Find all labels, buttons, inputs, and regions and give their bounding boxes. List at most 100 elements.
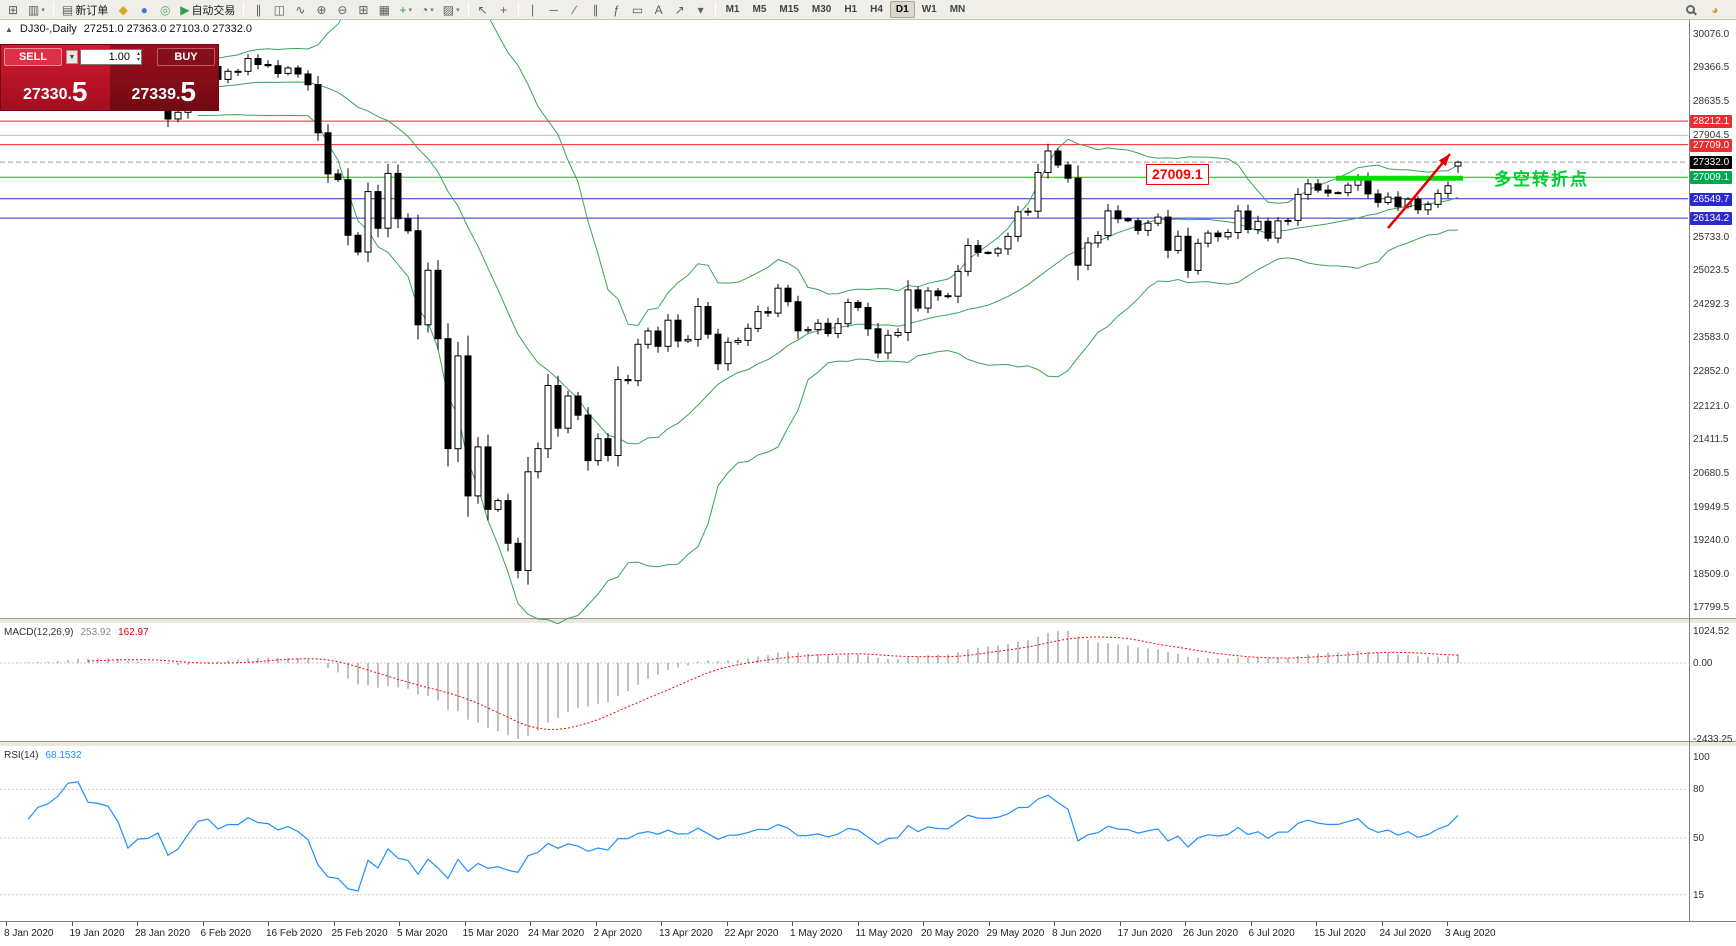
text-button[interactable]: A xyxy=(649,1,669,19)
zoom-in-button[interactable]: ⊕ xyxy=(311,1,331,19)
channel-button[interactable]: ∥ xyxy=(586,1,606,19)
timeframe-m15-button[interactable]: M15 xyxy=(779,4,799,15)
price-axis-label: 25023.5 xyxy=(1693,265,1730,277)
rsi-axis-label: 100 xyxy=(1693,752,1710,763)
autotrade-button[interactable]: ▶ 自动交易 xyxy=(176,1,239,19)
vertical-line-button[interactable]: ∣ xyxy=(523,1,543,19)
autotrade-icon: ▶ xyxy=(180,2,190,17)
price-axis[interactable]: 30076.0 29366.5 28635.5 28212.1 27904.5 27709… xyxy=(1690,0,1736,921)
auto-arrange-button[interactable]: ▦ xyxy=(374,1,394,19)
candle-body xyxy=(1184,235,1192,271)
zoom-out-button[interactable]: ⊖ xyxy=(332,1,352,19)
crosshair-button[interactable]: + xyxy=(494,1,514,19)
buy-button[interactable]: BUY xyxy=(157,48,215,66)
collapse-panel-icon[interactable]: ▲ xyxy=(5,25,13,34)
pane-separator[interactable] xyxy=(0,741,1736,747)
cursor-button[interactable]: ↖ xyxy=(473,1,493,19)
arrows-button[interactable]: ↗ xyxy=(670,1,690,19)
macd-name: MACD(12,26,9) xyxy=(4,627,74,638)
time-axis-label: 22 Apr 2020 xyxy=(724,928,779,939)
time-axis-label: 26 Jun 2020 xyxy=(1183,928,1239,939)
candle-body xyxy=(794,301,802,332)
timeframe-m1-button[interactable]: M1 xyxy=(725,4,740,15)
fibonacci-button[interactable]: ƒ xyxy=(607,1,627,19)
timeframe-m5-button[interactable]: M5 xyxy=(752,4,767,15)
candle-body xyxy=(844,301,852,325)
crosshair-icon: + xyxy=(500,2,508,17)
toolbar-right-group: ◕ xyxy=(1680,1,1733,19)
candle-body xyxy=(394,172,402,220)
candle-body xyxy=(894,332,902,336)
candle-body xyxy=(1094,235,1102,244)
time-axis-tick xyxy=(530,922,531,926)
volume-spinner[interactable]: ▴ ▾ xyxy=(137,51,140,63)
bollinger-lower-band xyxy=(197,114,1459,625)
templates-button[interactable]: ▨ ▾ xyxy=(439,1,464,19)
timeframe-mn-button[interactable]: MN xyxy=(949,4,966,15)
rally-arrow-line[interactable] xyxy=(1387,153,1451,229)
candlestick-chart-button[interactable]: ◫ xyxy=(269,1,289,19)
periods-button[interactable]: ◔ ▾ xyxy=(417,1,438,19)
profiles-icon: ▥ xyxy=(28,2,40,17)
price-axis-label: 18509.0 xyxy=(1693,569,1730,581)
candle-body xyxy=(314,84,322,134)
search-button[interactable] xyxy=(1680,1,1700,19)
timeframe-m30-button[interactable]: M30 xyxy=(811,4,832,15)
time-axis[interactable]: 8 Jan 2020 19 Jan 2020 28 Jan 2020 6 Feb 20… xyxy=(0,921,1736,946)
time-axis-tick xyxy=(988,922,990,926)
sell-price[interactable]: 27330. 5 xyxy=(1,69,110,110)
price-axis-label: 24292.3 xyxy=(1693,299,1730,311)
time-axis-tick xyxy=(333,922,335,926)
shapes-button[interactable]: ▭ xyxy=(628,1,648,19)
candle-body xyxy=(294,67,302,75)
community-button[interactable]: ◎ xyxy=(155,1,175,19)
candle-body xyxy=(364,191,372,253)
candle-body xyxy=(464,355,472,497)
news-button[interactable]: ● xyxy=(134,1,154,19)
volume-input[interactable]: 1.00 ▴ ▾ xyxy=(80,49,142,65)
candle-body xyxy=(1374,193,1382,203)
new-order-button-label: 新订单 xyxy=(75,4,109,17)
candle-body xyxy=(1064,164,1072,179)
volume-dropdown[interactable]: ▼ xyxy=(66,50,78,64)
candle-body xyxy=(1024,210,1032,213)
candle-body xyxy=(1384,196,1392,204)
candle-body xyxy=(254,58,262,65)
line-chart-button[interactable]: ∿ xyxy=(290,1,310,19)
rsi-value: 68.1532 xyxy=(45,750,82,761)
profiles-button[interactable]: ▥ ▾ xyxy=(24,1,49,19)
metaquotes-status-button[interactable]: ◕ xyxy=(1705,1,1725,19)
price-callout-label[interactable]: 27009.1 xyxy=(1146,164,1209,185)
candle-body xyxy=(854,301,862,308)
timeframe-h4-button[interactable]: H4 xyxy=(870,4,883,15)
candle-body xyxy=(594,438,602,462)
price-level-badge: 28212.1 xyxy=(1690,115,1733,129)
spinner-down-icon[interactable]: ▾ xyxy=(136,57,140,63)
objects-more-icon: ▾ xyxy=(697,2,704,17)
bar-chart-button[interactable]: ∥ xyxy=(248,1,268,19)
new-order-button[interactable]: ▤ 新订单 xyxy=(58,1,112,19)
spinner-up-icon[interactable]: ▴ xyxy=(136,51,140,57)
candle-body xyxy=(514,542,522,571)
pane-separator[interactable] xyxy=(0,618,1736,624)
objects-more-button[interactable]: ▾ xyxy=(691,1,711,19)
trendline-button[interactable]: ∕ xyxy=(565,1,585,19)
timeframe-w1-button[interactable]: W1 xyxy=(921,4,937,15)
timeframe-h1-button[interactable]: H1 xyxy=(844,4,858,15)
time-axis-tick xyxy=(1381,922,1383,926)
alerts-button[interactable]: ◆ xyxy=(113,1,133,19)
time-axis-tick xyxy=(399,922,400,926)
horizontal-line-button[interactable]: ─ xyxy=(544,1,564,19)
indicators-button[interactable]: + ▾ xyxy=(395,1,416,19)
candle-body xyxy=(564,395,572,429)
macd-signal-line xyxy=(87,636,1459,731)
candle-body xyxy=(1074,177,1082,266)
timeframe-d1-button[interactable]: D1 xyxy=(889,1,915,18)
buy-price[interactable]: 27339. 5 xyxy=(110,69,219,110)
new-chart-button[interactable]: ⊞ xyxy=(3,1,23,19)
turning-point-annotation[interactable]: 多空转折点 xyxy=(1494,170,1589,189)
tile-windows-button[interactable]: ⊞ xyxy=(353,1,373,19)
sell-button[interactable]: SELL xyxy=(4,48,62,66)
price-axis-label: 23583.0 xyxy=(1693,332,1730,344)
